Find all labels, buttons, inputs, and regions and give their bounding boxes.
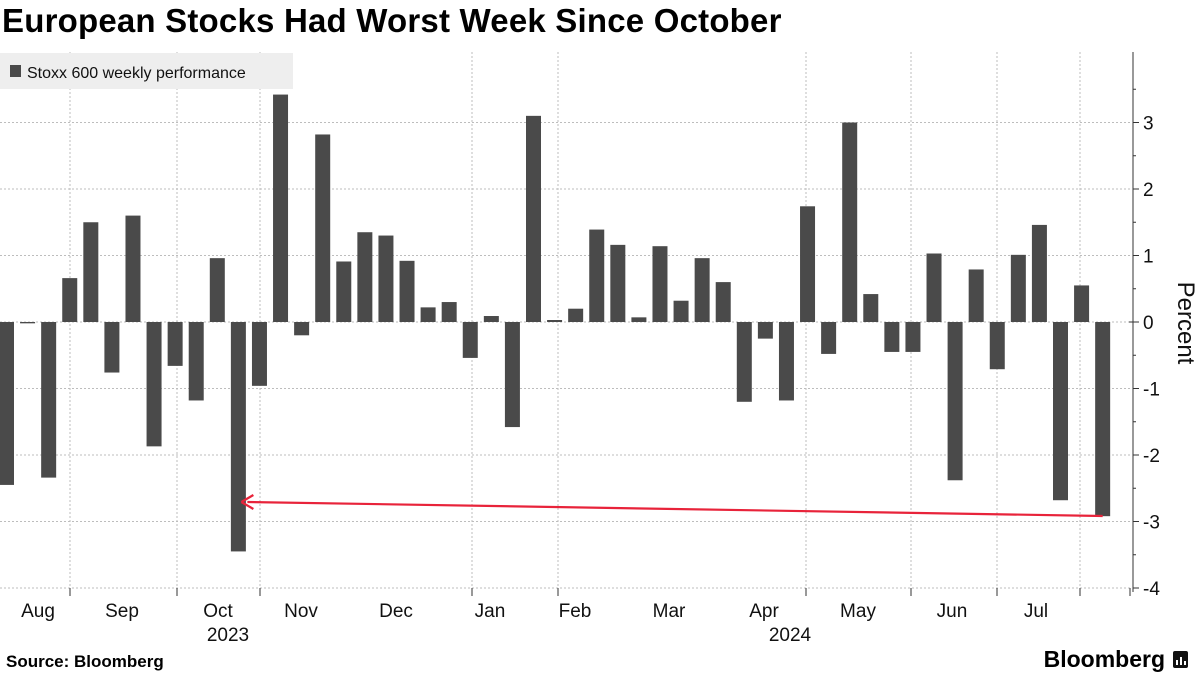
bar-4 [83, 222, 99, 322]
source-note: Source: Bloomberg [6, 652, 164, 671]
bar-46 [968, 269, 984, 322]
bar-24 [504, 322, 520, 428]
y-tick-label-3: -1 [1143, 380, 1160, 401]
bloomberg-logo: Bloomberg [1044, 646, 1188, 673]
bar-3 [62, 278, 78, 322]
y-tick-label-0: -4 [1143, 579, 1160, 600]
x-month-label-oct: Oct [203, 601, 233, 622]
arrow-line [247, 500, 1103, 518]
x-month-label-dec: Dec [379, 601, 413, 622]
bar-45 [947, 322, 963, 481]
x-month-label-jun: Jun [937, 601, 968, 622]
legend: Stoxx 600 weekly performance [0, 53, 293, 89]
x-month-label-nov: Nov [284, 601, 318, 622]
bar-10 [209, 258, 225, 322]
bars [0, 94, 1111, 552]
bar-49 [1031, 224, 1047, 322]
bar-23 [483, 316, 499, 322]
bar-0 [0, 322, 14, 485]
bar-7 [146, 322, 162, 447]
bar-27 [568, 308, 584, 322]
y-tick-label-7: 3 [1143, 114, 1154, 135]
y-tick-label-5: 1 [1143, 247, 1154, 268]
x-month-label-jan: Jan [475, 601, 506, 622]
x-month-label-jul: Jul [1024, 601, 1048, 622]
bar-5 [104, 322, 120, 373]
x-month-label-apr: Apr [749, 601, 779, 622]
x-month-label-sep: Sep [105, 601, 139, 622]
bar-22 [462, 322, 478, 358]
bar-31 [652, 246, 668, 322]
y-tick-label-6: 2 [1143, 180, 1154, 201]
bar-37 [778, 322, 794, 401]
bar-15 [315, 134, 331, 322]
y-axis-label: Percent [1172, 282, 1199, 365]
bar-19 [399, 260, 415, 322]
bar-13 [273, 94, 289, 322]
bloomberg-terminal-icon [1173, 651, 1188, 668]
bar-44 [926, 253, 942, 322]
x-month-label-mar: Mar [653, 601, 686, 622]
bar-18 [378, 235, 394, 322]
bar-8 [167, 322, 183, 366]
chart-title: European Stocks Had Worst Week Since Oct… [2, 2, 782, 39]
bar-16 [336, 261, 352, 322]
y-axis: -4 -3 -2 -1 0 1 2 3 [1129, 52, 1160, 600]
x-year-label-2024: 2024 [769, 625, 812, 646]
bar-28 [589, 229, 605, 322]
y-tick-label-2: -2 [1143, 446, 1160, 467]
bar-9 [188, 322, 204, 401]
bar-32 [673, 300, 689, 322]
x-year-label-2023: 2023 [207, 625, 249, 646]
bar-36 [757, 322, 773, 339]
bar-29 [610, 244, 626, 322]
bar-47 [989, 322, 1005, 370]
bar-25 [526, 115, 541, 322]
legend-swatch [10, 65, 21, 77]
y-tick-label-1: -3 [1143, 513, 1160, 534]
x-month-label-feb: Feb [559, 601, 592, 622]
bar-30 [631, 317, 647, 322]
bar-35 [736, 322, 752, 402]
bar-14 [294, 322, 310, 336]
bar-34 [715, 282, 731, 322]
bar-39 [821, 322, 837, 354]
bar-40 [842, 122, 858, 322]
bar-26 [547, 320, 563, 322]
bar-38 [800, 206, 816, 322]
bar-2 [41, 322, 57, 478]
bar-1 [20, 322, 36, 324]
y-tick-label-4: 0 [1143, 313, 1154, 334]
bar-33 [694, 258, 710, 322]
bar-12 [251, 322, 267, 386]
bar-42 [884, 322, 900, 352]
bar-20 [420, 307, 436, 322]
bar-52 [1095, 322, 1111, 517]
legend-label: Stoxx 600 weekly performance [27, 65, 246, 82]
bar-17 [357, 232, 373, 322]
bar-21 [441, 302, 457, 322]
legend-background [0, 53, 293, 89]
bar-41 [863, 294, 879, 322]
bar-48 [1010, 254, 1026, 322]
brand-name: Bloomberg [1043, 646, 1165, 672]
bar-11 [230, 322, 246, 552]
bar-43 [905, 322, 921, 352]
x-month-label-aug: Aug [21, 601, 55, 622]
x-month-label-may: May [840, 601, 876, 622]
x-axis-labels: Aug Sep Oct Nov Dec Jan Feb Mar Apr May Jun Jul 2023… [21, 601, 1048, 646]
bar-6 [125, 215, 141, 322]
bar-51 [1074, 285, 1090, 322]
arrow-head [240, 494, 254, 510]
arrow-annotation [240, 494, 1103, 518]
bar-50 [1053, 322, 1068, 501]
